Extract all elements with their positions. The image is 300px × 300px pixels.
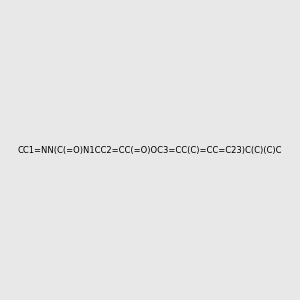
Text: CC1=NN(C(=O)N1CC2=CC(=O)OC3=CC(C)=CC=C23)C(C)(C)C: CC1=NN(C(=O)N1CC2=CC(=O)OC3=CC(C)=CC=C23… (18, 146, 282, 154)
